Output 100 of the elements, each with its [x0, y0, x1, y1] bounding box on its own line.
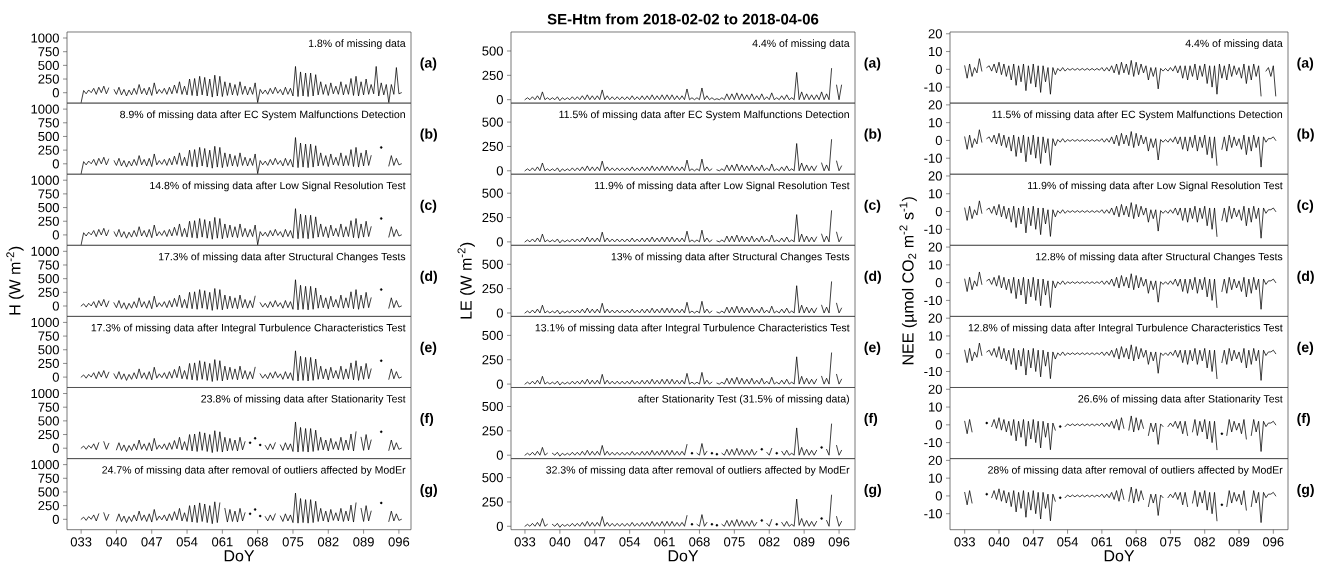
point	[760, 519, 763, 522]
y-tick-label: 10	[929, 189, 942, 199]
x-tick-label: 061	[654, 537, 675, 547]
y-tick-label: 500	[38, 60, 59, 70]
annotation: 13.1% of missing data after Integral Turbulence Characteristics Test	[535, 323, 850, 334]
y-tick-label: 250	[38, 287, 59, 297]
x-tick-label: 047	[1022, 537, 1044, 547]
x-tick-label: 096	[1262, 537, 1284, 547]
y-tick-label: 750	[38, 331, 59, 341]
point	[775, 452, 778, 455]
point	[1059, 496, 1062, 499]
y-tick-label: -10	[924, 366, 942, 377]
y-tick-label: 10	[929, 118, 942, 128]
x-tick-label: 033	[70, 537, 92, 547]
annotation: 11.9% of missing data after Low Signal Resolution Test	[595, 181, 850, 192]
text: (f)	[864, 412, 878, 427]
x-tick-label: 082	[758, 537, 780, 547]
y-tick-label: 0	[935, 64, 942, 74]
y-tick-label: -10	[924, 224, 942, 234]
y-tick-label: 1000	[31, 33, 59, 43]
y-tick-label: 0	[935, 491, 942, 501]
y-tick-label: 250	[482, 212, 503, 223]
y-tick-label: -10	[924, 509, 942, 519]
text: (a)	[864, 57, 881, 71]
x-tick-label: 054	[619, 537, 641, 547]
y-tick-label: 250	[482, 355, 503, 365]
point	[258, 514, 262, 518]
y-tick-label: 500	[38, 274, 59, 284]
annotation: 11.5% of missing data after EC System Malfunctions Detection	[559, 110, 849, 121]
point	[710, 452, 714, 455]
annotation: 28% of missing data after removal of outliers affected by ModEr	[988, 465, 1283, 476]
x-tick-label: 047	[141, 537, 162, 547]
annotation: 11.9% of missing data after Low Signal Resolution Test	[1028, 181, 1283, 192]
y-tick-label: 250	[38, 216, 59, 226]
y-tick-label: 0	[52, 372, 59, 382]
text: (e)	[420, 341, 437, 355]
y-tick-label: 500	[38, 487, 59, 497]
x-tick-label: 040	[988, 537, 1010, 547]
point	[820, 517, 823, 520]
y-tick-label: 500	[482, 188, 503, 198]
y-tick-label: 250	[482, 426, 503, 436]
annotation: 11.5% of missing data after EC System Malfunctions Detection	[992, 110, 1283, 121]
y-tick-label: 250	[482, 284, 503, 294]
text: (e)	[1297, 341, 1314, 355]
annotation: 12.8% of missing data after Structural Changes Tests	[1036, 252, 1283, 263]
y-tick-label: 0	[496, 308, 503, 318]
text: (f)	[420, 412, 434, 427]
y-tick-label: 10	[929, 46, 942, 57]
y-tick-label: 250	[482, 141, 503, 152]
x-tick-label: 089	[1228, 537, 1250, 547]
y-tick-label: 0	[52, 514, 59, 524]
point	[775, 523, 778, 526]
annotation: 17.3% of missing data after Structural Changes Tests	[158, 252, 406, 263]
y-tick-label: 10	[929, 473, 942, 483]
y-axis-title: LE (W m$^{-2}$)	[457, 242, 475, 319]
y-tick-label: 0	[496, 237, 503, 247]
point	[258, 443, 262, 447]
point	[1059, 425, 1062, 428]
annotation: 26.6% of missing data after Stationarity Test	[1078, 394, 1283, 405]
y-tick-label: -10	[924, 295, 942, 305]
y-tick-label: 250	[482, 497, 503, 507]
text: (a)	[1297, 57, 1314, 71]
y-tick-label: 500	[482, 472, 503, 483]
text: (g)	[420, 484, 437, 498]
y-tick-label: 10	[929, 260, 942, 270]
x-tick-label: 054	[1057, 537, 1079, 547]
y-tick-label: 500	[482, 117, 503, 127]
y-tick-label: 1000	[31, 104, 59, 114]
y-tick-label: 500	[482, 330, 503, 340]
point	[380, 501, 383, 505]
point	[715, 524, 719, 527]
text: (f)	[1297, 412, 1310, 427]
y-tick-label: -10	[924, 82, 942, 92]
text: (d)	[1297, 270, 1314, 284]
text: (b)	[420, 128, 437, 142]
y-tick-label: 500	[482, 401, 503, 412]
y-tick-label: 0	[496, 379, 503, 389]
y-tick-label: 750	[38, 118, 59, 128]
y-tick-label: 250	[482, 70, 503, 80]
y-tick-label: 20	[928, 242, 942, 252]
y-tick-label: 0	[52, 230, 59, 240]
x-axis-title: DoY	[1104, 550, 1135, 562]
y-tick-label: 0	[935, 420, 942, 430]
x-tick-label: 096	[388, 537, 410, 547]
text: (b)	[1297, 128, 1314, 142]
y-tick-label: 20	[928, 171, 942, 181]
y-tick-label: 20	[928, 455, 942, 465]
y-tick-label: 20	[928, 313, 942, 323]
y-tick-label: 0	[935, 206, 942, 217]
text: (a)	[420, 57, 437, 71]
y-tick-label: 0	[935, 135, 942, 146]
x-tick-label: 033	[954, 537, 975, 547]
y-tick-label: 0	[496, 95, 503, 105]
annotation: 4.4% of missing data	[1185, 39, 1283, 50]
y-tick-label: 250	[38, 358, 59, 369]
x-tick-label: 061	[1091, 537, 1113, 547]
y-tick-label: 0	[52, 159, 59, 169]
y-tick-label: 750	[38, 473, 59, 483]
annotation: after Stationarity Test (31.5% of missing data)	[638, 394, 849, 405]
y-axis-title: H (W m$^{-2}$)	[6, 246, 24, 315]
